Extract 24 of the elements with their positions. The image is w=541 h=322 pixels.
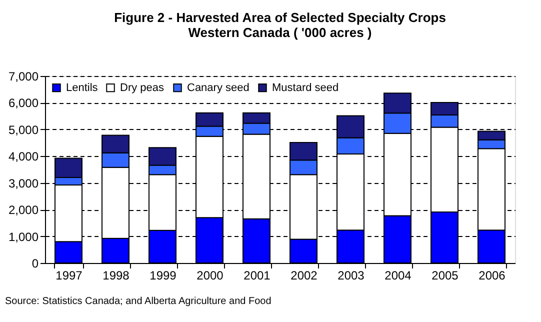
y-tick-label: 3,000 [8,176,39,190]
x-tick-label: 1999 [150,268,177,282]
legend-label: Lentils [66,82,98,94]
legend-label: Mustard seed [272,82,339,94]
x-tick-label: 2000 [196,268,224,282]
y-tick-label: 0 [32,256,39,270]
legend-label: Dry peas [120,82,165,94]
y-tick-label: 4,000 [8,150,39,164]
x-tick-label: 2006 [478,268,506,282]
chart-title: Figure 2 - Harvested Area of Selected Specialty Crops Western Canada ( '000 acres ) [114,10,446,40]
source-note: Source: Statistics Canada; and Alberta Agriculture and Food [5,296,272,307]
y-tick-label: 7,000 [8,70,39,84]
y-tick-label: 2,000 [8,203,39,218]
x-tick-label: 2002 [290,268,318,282]
y-tick-label: 1,000 [8,230,39,244]
legend-label: Canary seed [187,82,250,94]
x-tick-label: 2003 [338,268,365,282]
x-tick-label: 1997 [56,268,83,282]
x-tick-label: 2004 [384,268,412,282]
y-tick-label: 6,000 [8,96,39,110]
y-tick-label: 5,000 [8,122,39,137]
x-tick-label: 2005 [432,268,459,282]
x-tick-label: 2001 [244,268,271,282]
x-tick-label: 1998 [102,268,130,282]
